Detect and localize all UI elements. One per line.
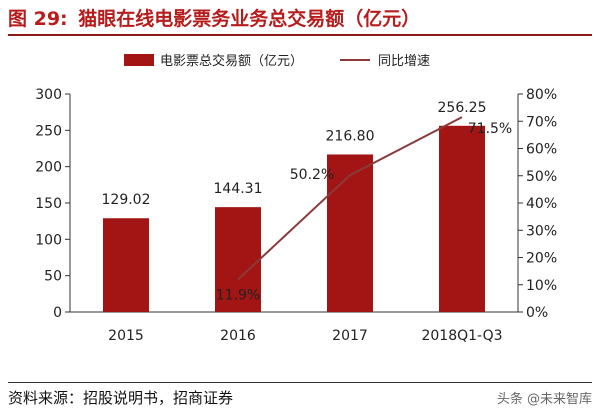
bar-series: 129.02 144.31 216.80 256.25 xyxy=(102,100,487,313)
line-series: 11.9% 50.2% 71.5% xyxy=(216,116,512,304)
x-tick-label: 2016 xyxy=(220,328,256,344)
figure-title-text: 猫眼在线电影票务业务总交易额（亿元） xyxy=(78,8,421,30)
y-right-tick-label: 30% xyxy=(526,223,557,239)
legend-bar-swatch xyxy=(124,54,154,66)
chart-legend: 电影票总交易额（亿元） 同比增速 xyxy=(124,53,430,69)
legend-line-label: 同比增速 xyxy=(378,54,430,69)
x-tick-label: 2015 xyxy=(108,328,144,344)
y-left-tick-label: 250 xyxy=(35,123,62,139)
y-left-tick-label: 50 xyxy=(44,269,62,285)
bar xyxy=(327,154,373,312)
bar-value-label: 256.25 xyxy=(438,100,487,116)
y-right-tick-label: 10% xyxy=(526,278,557,294)
growth-value-label: 11.9% xyxy=(216,288,260,304)
growth-value-label: 50.2% xyxy=(290,167,334,183)
y-right-tick-label: 80% xyxy=(526,87,557,103)
bar xyxy=(103,218,149,312)
growth-line xyxy=(237,116,463,281)
legend-bar-label: 电影票总交易额（亿元） xyxy=(160,53,303,69)
combo-chart: 电影票总交易额（亿元） 同比增速 0 50 100 150 200 250 300 0% 10% 2… xyxy=(35,53,557,344)
x-tick-label: 2017 xyxy=(332,328,368,344)
bar-value-label: 129.02 xyxy=(102,192,151,208)
y-right-tick-label: 50% xyxy=(526,169,557,185)
bar xyxy=(215,207,261,312)
y-right-tick-label: 60% xyxy=(526,142,557,158)
figure-title: 图 29: 猫眼在线电影票务业务总交易额（亿元） xyxy=(8,4,592,36)
y-left-tick-label: 100 xyxy=(35,232,62,248)
source-note: 资料来源：招股说明书，招商证券 xyxy=(8,382,592,413)
growth-value-label: 71.5% xyxy=(468,121,512,137)
bar-value-label: 216.80 xyxy=(326,128,375,144)
x-tick-label: 2018Q1-Q3 xyxy=(421,328,502,344)
y-right-tick-label: 70% xyxy=(526,114,557,130)
y-left-tick-label: 200 xyxy=(35,160,62,176)
figure-number: 图 29: xyxy=(8,8,68,30)
bar xyxy=(439,125,485,313)
y-right-tick-label: 20% xyxy=(526,251,557,267)
bar-value-label: 144.31 xyxy=(214,181,263,197)
chart-axes: 0 50 100 150 200 250 300 0% 10% 20% 30% 40% 50% 60% 70… xyxy=(35,87,557,344)
y-right-tick-label: 0% xyxy=(526,305,548,321)
y-left-tick-label: 300 xyxy=(35,87,62,103)
watermark: 头条 @未来智库 xyxy=(496,392,592,407)
y-right-tick-label: 40% xyxy=(526,196,557,212)
y-left-tick-label: 0 xyxy=(53,305,62,321)
y-left-tick-label: 150 xyxy=(35,196,62,212)
